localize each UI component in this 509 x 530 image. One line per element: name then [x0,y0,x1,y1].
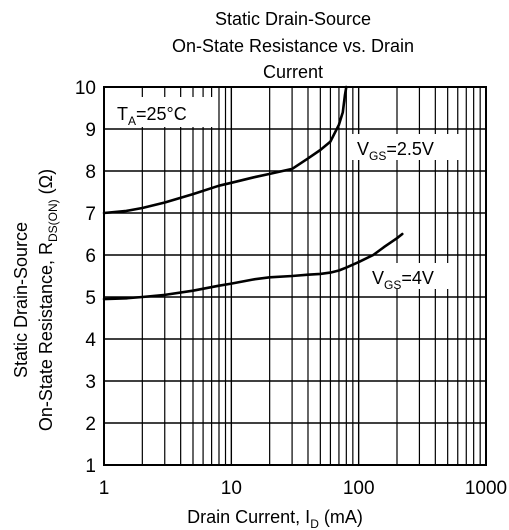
y-tick-label: 10 [75,78,96,99]
y-tick-label: 8 [85,162,96,183]
series-line-vgs-4v [102,232,404,301]
curves [102,85,404,301]
y-tick-label: 3 [85,372,96,393]
y-axis-label-line-1: Static Drain-Source [11,222,31,378]
x-tick-labels: 1 10 100 1000 [99,478,507,499]
y-tick-label: 9 [85,120,96,141]
y-tick-label: 5 [85,288,96,309]
x-tick-label: 1 [99,478,110,499]
chart-title-line-3: Current [263,62,323,82]
y-tick-label: 7 [85,204,96,225]
y-tick-label: 2 [85,414,96,435]
chart-title-line-2: On-State Resistance vs. Drain [172,36,414,56]
series-label-bg-2 [366,263,456,289]
y-tick-label: 4 [85,330,96,351]
grid [104,87,486,465]
y-tick-labels: 1 2 3 4 5 6 7 8 9 10 [75,78,97,477]
series-label-vgs-2-5v: VGS=2.5V [357,139,434,163]
series-label-vgs-4v: VGS=4V [372,268,434,292]
y-tick-label: 6 [85,246,96,267]
y-axis-label: Static Drain-Source On-State Resistance,… [11,169,60,431]
y-tick-label: 1 [85,456,96,477]
temp-annotation: TA=25°C [117,104,187,128]
chart-title-line-1: Static Drain-Source [215,9,371,29]
x-tick-label: 1000 [465,478,507,499]
series-line-vgs-2-5v [102,85,348,215]
temp-annotation-bg [110,97,218,127]
x-tick-label: 100 [343,478,375,499]
plot-frame [103,86,487,466]
y-axis-label-line-2: On-State Resistance, RDS(ON) (Ω) [36,169,60,431]
x-axis-label: Drain Current, ID (mA) [187,507,363,530]
series-label-bg-1 [350,134,460,160]
x-tick-label: 10 [221,478,242,499]
